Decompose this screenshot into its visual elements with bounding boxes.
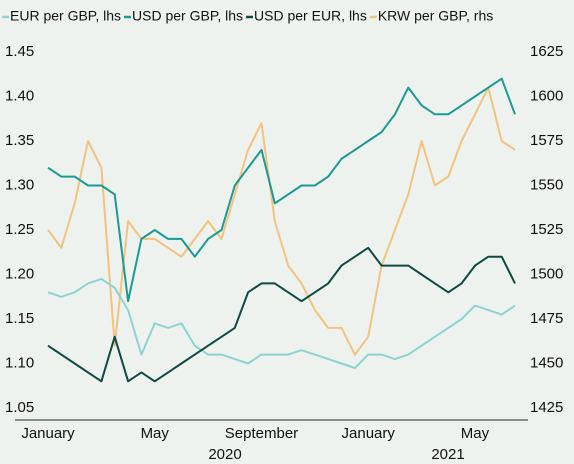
y2-tick-label: 1600: [530, 87, 563, 104]
y-tick-label: 1.35: [5, 132, 34, 149]
y-tick-label: 1.15: [5, 310, 34, 327]
x-tick-label: May: [461, 425, 490, 442]
y2-tick-label: 1450: [530, 354, 563, 371]
y2-tick-label: 1475: [530, 310, 563, 327]
y2-tick-label: 1500: [530, 265, 563, 282]
series-line: [47, 86, 516, 356]
y-tick-label: 1.45: [5, 43, 34, 60]
legend-label: USD per EUR, lhs: [254, 8, 367, 24]
series-line: [47, 246, 516, 383]
legend-label: KRW per GBP, rhs: [378, 8, 493, 24]
y-tick-label: 1.05: [5, 399, 34, 416]
y-tick-label: 1.10: [5, 354, 34, 371]
x-tick-label: January: [342, 425, 396, 442]
y-tick-label: 1.25: [5, 221, 34, 238]
y-tick-label: 1.20: [5, 265, 34, 282]
y-tick-label: 1.30: [5, 176, 34, 193]
x-group-label: 2020: [208, 446, 241, 463]
y2-tick-label: 1575: [530, 132, 563, 149]
x-group-label: 2021: [431, 446, 464, 463]
legend-label: EUR per GBP, lhs: [10, 8, 121, 24]
x-tick-label: January: [21, 425, 75, 442]
y2-tick-label: 1525: [530, 221, 563, 238]
x-tick-label: September: [225, 425, 298, 442]
x-tick-label: May: [141, 425, 170, 442]
y-tick-label: 1.40: [5, 87, 34, 104]
legend-label: USD per GBP, lhs: [132, 8, 243, 24]
y2-tick-label: 1425: [530, 399, 563, 416]
y2-tick-label: 1625: [530, 43, 563, 60]
series-line: [47, 77, 516, 303]
series-line: [47, 277, 516, 369]
y2-tick-label: 1550: [530, 176, 563, 193]
